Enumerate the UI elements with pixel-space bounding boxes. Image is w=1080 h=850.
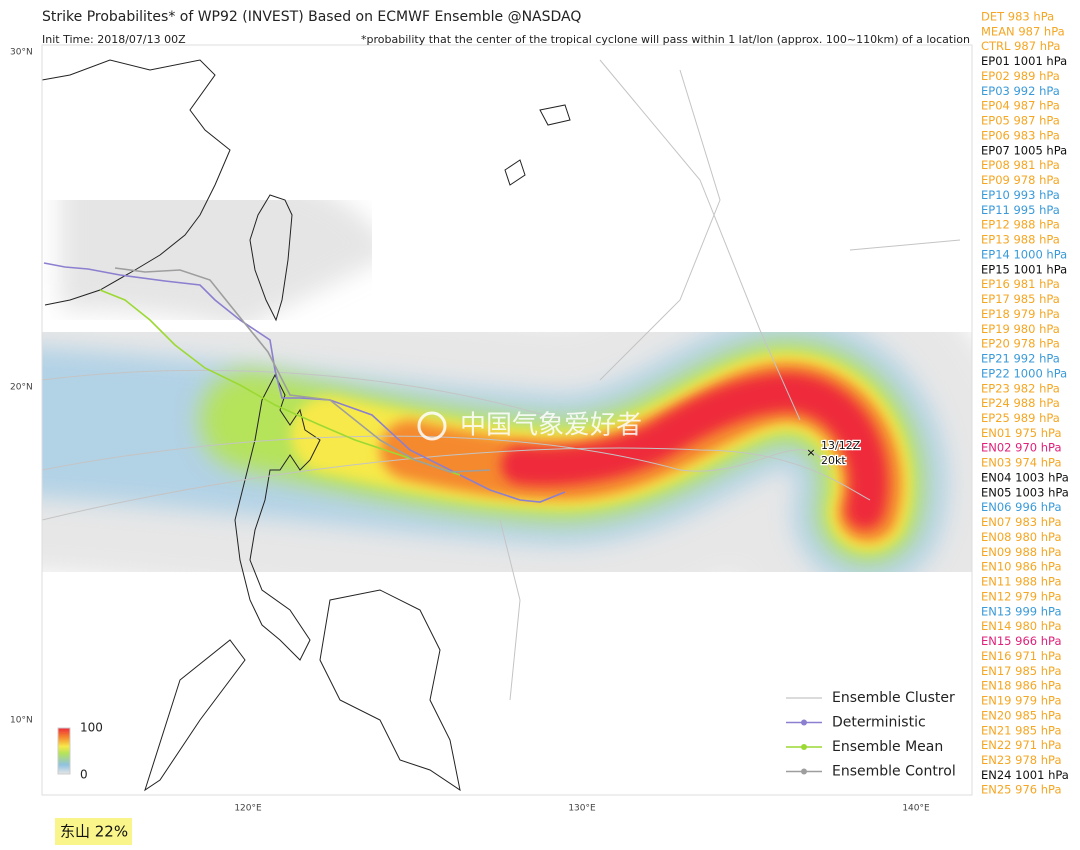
lon-label: 130°E [568, 804, 596, 814]
member-label: EN17 985 hPa [981, 664, 1062, 678]
member-label: EP04 987 hPa [981, 99, 1060, 113]
member-label: EP14 1000 hPa [981, 247, 1067, 261]
member-label: EN22 971 hPa [981, 738, 1062, 752]
member-label: EN03 974 hPa [981, 456, 1062, 470]
member-label: EP11 995 hPa [981, 203, 1060, 217]
ensemble-cluster-tracks [42, 59, 961, 701]
title: Strike Probabilites* of WP92 (INVEST) Ba… [42, 9, 581, 25]
member-label: EP09 978 hPa [981, 173, 1060, 187]
map-frame [41, 44, 973, 796]
legend-label: Ensemble Control [832, 764, 956, 780]
member-label: MEAN 987 hPa [981, 24, 1065, 38]
member-label: EN09 988 hPa [981, 545, 1062, 559]
member-label: EN25 976 hPa [981, 783, 1062, 797]
member-label: EP16 981 hPa [981, 277, 1060, 291]
storm-marker: × [806, 446, 815, 459]
probability-field [42, 150, 972, 662]
member-label: EP06 983 hPa [981, 128, 1060, 142]
member-label: EP05 987 hPa [981, 114, 1060, 128]
member-label: EN05 1003 hPa [981, 485, 1069, 499]
member-label: EP21 992 hPa [981, 352, 1060, 366]
colorbar-max: 100 [80, 721, 103, 735]
member-label: EN06 996 hPa [981, 500, 1062, 514]
member-label: EN15 966 hPa [981, 634, 1062, 648]
member-label: EP19 980 hPa [981, 322, 1060, 336]
member-label: EN07 983 hPa [981, 515, 1062, 529]
member-label: EN18 986 hPa [981, 679, 1062, 693]
member-label: EN21 985 hPa [981, 723, 1062, 737]
member-label: CTRL 987 hPa [981, 39, 1060, 53]
colorbar-min: 0 [80, 768, 88, 782]
ensemble-control-track [114, 267, 491, 473]
lat-label: 10°N [10, 716, 33, 726]
location-label: 东山 22% [60, 823, 128, 841]
deterministic-track [43, 262, 566, 503]
member-label: EN10 986 hPa [981, 560, 1062, 574]
member-label: EP08 981 hPa [981, 158, 1060, 172]
member-label: EN02 970 hPa [981, 441, 1062, 455]
member-label: EN01 975 hPa [981, 426, 1062, 440]
member-label: EN24 1001 hPa [981, 768, 1069, 782]
member-label: EN14 980 hPa [981, 619, 1062, 633]
member-label: EN13 999 hPa [981, 604, 1062, 618]
legend-label: Ensemble Mean [832, 739, 943, 755]
member-label: EN04 1003 hPa [981, 470, 1069, 484]
member-label: EP07 1005 hPa [981, 143, 1067, 157]
member-label: EP01 1001 hPa [981, 54, 1067, 68]
storm-label: 20kt [821, 454, 846, 467]
storm-label: 13/12Z [821, 439, 861, 452]
member-label: EP15 1001 hPa [981, 262, 1067, 276]
legend-dot [801, 768, 807, 775]
member-label: EN16 971 hPa [981, 649, 1062, 663]
legend-label: Deterministic [832, 715, 926, 731]
member-label: EP13 988 hPa [981, 233, 1060, 247]
member-label: EN23 978 hPa [981, 753, 1062, 767]
coastlines [42, 59, 571, 792]
member-label: EP17 985 hPa [981, 292, 1060, 306]
member-label: EN12 979 hPa [981, 589, 1062, 603]
legend-dot [801, 719, 807, 726]
lon-label: 140°E [902, 804, 930, 814]
member-label: EP23 982 hPa [981, 381, 1060, 395]
member-label: EP03 992 hPa [981, 84, 1060, 98]
tracks [43, 262, 566, 503]
ensemble-mean-track [99, 289, 461, 476]
colorbar [57, 727, 71, 775]
member-label: EN20 985 hPa [981, 708, 1062, 722]
location-highlight [55, 818, 132, 845]
member-label: EP10 993 hPa [981, 188, 1060, 202]
member-label: EP12 988 hPa [981, 218, 1060, 232]
member-label: EN08 980 hPa [981, 530, 1062, 544]
member-label: EP18 979 hPa [981, 307, 1060, 321]
lat-label: 30°N [10, 48, 33, 58]
lon-label: 120°E [234, 804, 262, 814]
watermark-logo [417, 411, 447, 441]
member-label: EP24 988 hPa [981, 396, 1060, 410]
lat-label: 20°N [10, 383, 33, 393]
legend-dot [801, 744, 807, 750]
member-label: EP22 1000 hPa [981, 366, 1067, 380]
member-label: EP20 978 hPa [981, 337, 1060, 351]
member-label: DET 983 hPa [981, 10, 1054, 24]
probability-note: *probability that the center of the trop… [361, 33, 970, 46]
member-label: EN11 988 hPa [981, 575, 1062, 589]
member-label: EP02 989 hPa [981, 69, 1060, 83]
legend-label: Ensemble Cluster [832, 690, 955, 706]
member-label: EN19 979 hPa [981, 694, 1062, 708]
member-label: EP25 989 hPa [981, 411, 1060, 425]
init-time: Init Time: 2018/07/13 00Z [42, 33, 186, 46]
watermark: 中国气象爱好者 [460, 411, 642, 441]
